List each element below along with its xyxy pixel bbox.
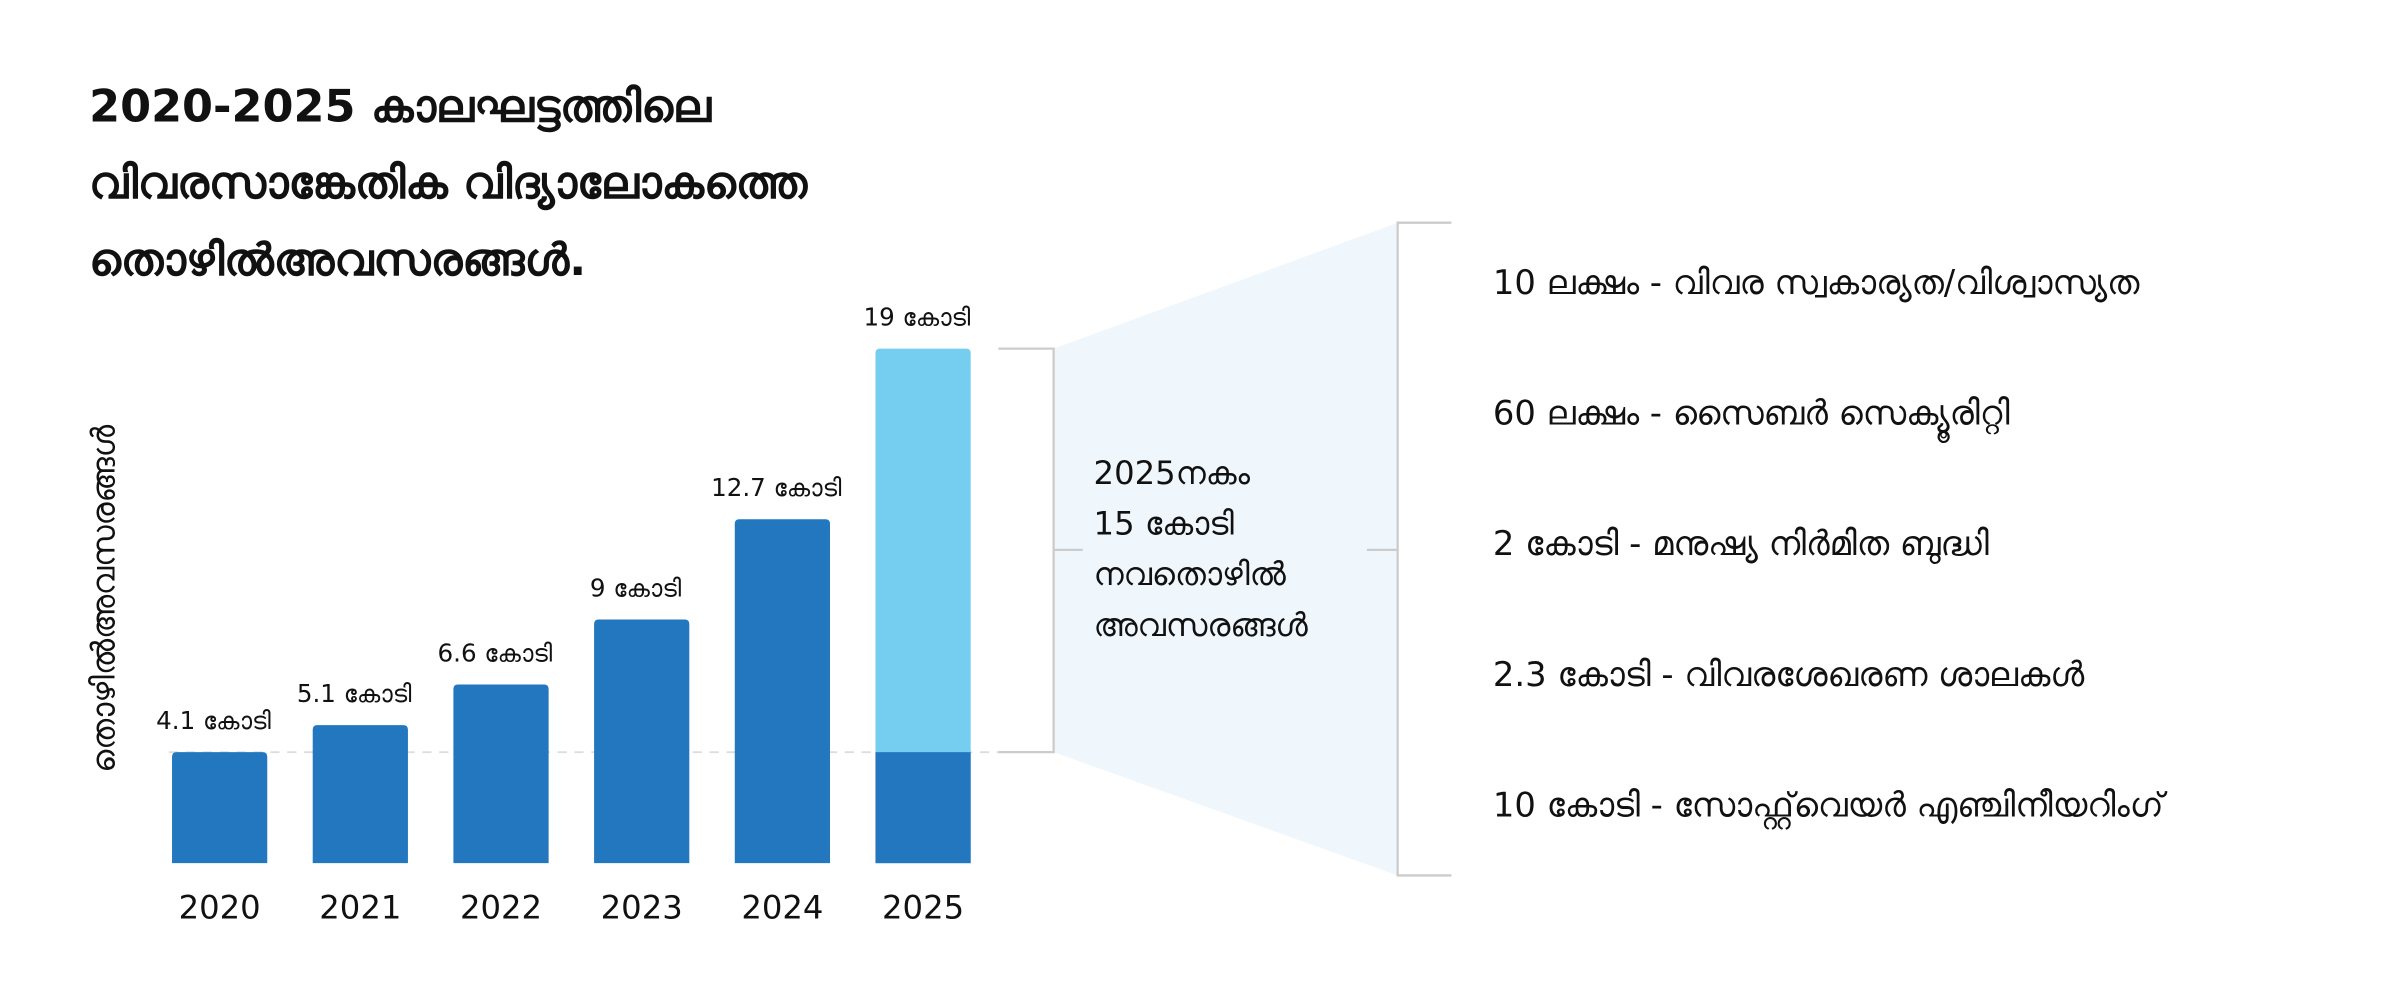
summary-line: അവസരങ്ങൾ [1093,606,1308,644]
data-label: 9 കോടി [590,573,682,602]
bar [734,519,831,864]
summary-line: നവതൊഴിൽ [1093,555,1286,593]
x-tick-label: 2022 [460,888,542,926]
bracket-2025 [998,347,1083,754]
bar-2025-new-jobs [875,348,971,864]
bar [312,725,408,864]
breakdown-item: 10 ലക്ഷം - വിവര സ്വകാര്യത/വിശ്വാസ്യത [1492,264,2140,304]
data-label: 5.1 കോടി [297,679,412,708]
summary-line: 2025നകം [1093,454,1250,492]
title-line: വിവരസാങ്കേതിക വിദ്യാലോകത്തെ [89,156,808,209]
x-tick-label: 2025 [882,888,964,926]
title-line: തൊഴിൽഅവസരങ്ങൾ. [89,233,587,286]
data-label: 6.6 കോടി [438,638,553,667]
bracket-breakdown [1366,221,1452,877]
x-tick-label: 2024 [741,888,823,926]
summary-text: 2025നകം 15 കോടി നവതൊഴിൽ അവസരങ്ങൾ [1094,448,1308,651]
x-tick-label: 2020 [179,888,261,926]
bar [453,684,549,864]
bar [172,752,268,864]
data-label: 4.1 കോടി [156,706,271,735]
breakdown-item: 60 ലക്ഷം - സൈബർ സെക്യൂരിറ്റി [1492,395,2010,434]
title-line: 2020-2025 കാലഘട്ടത്തിലെ [89,79,712,133]
chart-title: 2020-2025 കാലഘട്ടത്തിലെ വിവരസാങ്കേതിക വി… [89,68,807,298]
bar [594,619,690,864]
x-tick-label: 2021 [319,888,401,926]
data-label: 19 കോടി [863,303,971,332]
fan-highlight [1053,222,1398,876]
summary-line: 15 കോടി [1093,505,1234,543]
breakdown-item: 10 കോടി - സോഫ്റ്റ്‌വെയർ എഞ്ചിനീയറിംഗ് [1492,787,2164,826]
breakdown-item: 2 കോടി - മനുഷ്യ നിർമിത ബുദ്ധി [1492,526,1989,565]
x-tick-label: 2023 [601,888,683,926]
breakdown-item: 2.3 കോടി - വിവരശേഖരണ ശാലകൾ [1492,656,2085,695]
data-label: 12.7 കോടി [711,473,842,502]
bar-2025-baseline [875,752,971,864]
